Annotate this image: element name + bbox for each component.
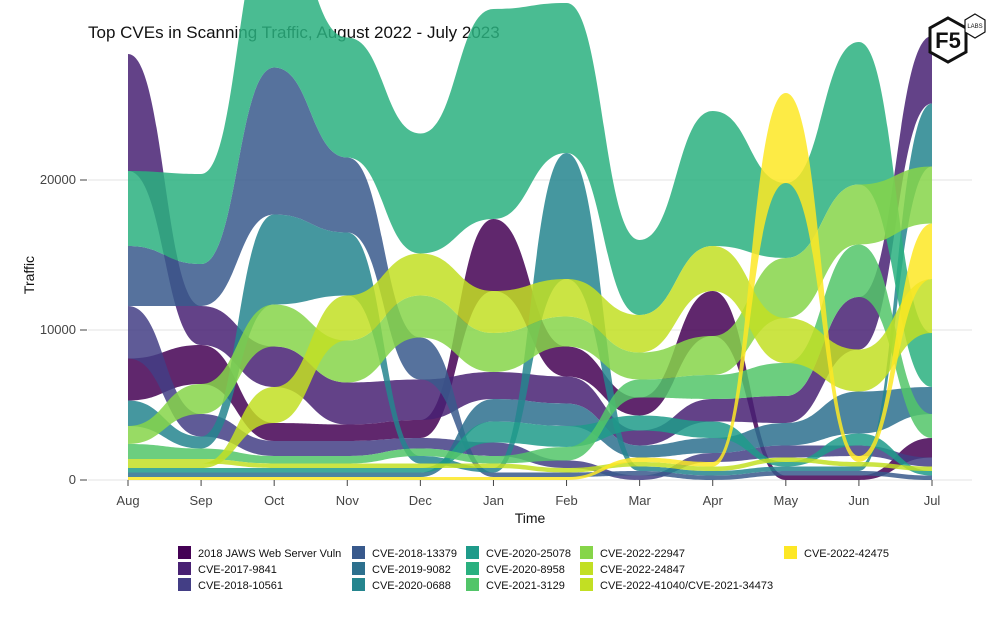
legend-label: CVE-2020-25078 <box>486 548 571 560</box>
x-tick-label: May <box>774 493 799 508</box>
x-tick-label: Sep <box>190 493 213 508</box>
x-tick-label: Jun <box>848 493 869 508</box>
y-axis-title: Traffic <box>21 256 37 294</box>
x-tick-label: Jul <box>924 493 941 508</box>
x-tick-label: Jan <box>483 493 504 508</box>
legend-swatch <box>178 578 191 591</box>
f5-labs-logo: F5 LABS <box>928 13 986 64</box>
bands <box>128 0 932 480</box>
legend-swatch <box>466 578 479 591</box>
band-cve-2022-24847 <box>128 246 932 468</box>
axes: 0 10000 20000 Aug Sep Oct Nov Dec Jan Feb Mar Apr Ma… <box>40 172 941 508</box>
y-tick-label: 0 <box>69 472 76 487</box>
band-cve-2022-22947 <box>128 166 932 444</box>
legend-label: CVE-2022-22947 <box>600 548 685 560</box>
legend-swatch <box>466 546 479 559</box>
x-tick-label: Aug <box>116 493 139 508</box>
x-tick-label: Nov <box>336 493 360 508</box>
legend-label: CVE-2022-41040/CVE-2021-34473 <box>600 580 773 592</box>
x-tick-label: Oct <box>264 493 285 508</box>
x-axis-title: Time <box>515 510 546 526</box>
legend-swatch <box>352 578 365 591</box>
legend-swatch <box>580 562 593 575</box>
legend-label: CVE-2017-9841 <box>198 564 277 576</box>
legend-swatch <box>352 546 365 559</box>
legend-swatch <box>466 562 479 575</box>
legend-label: CVE-2019-9082 <box>372 564 451 576</box>
legend-label: CVE-2020-8958 <box>486 564 565 576</box>
x-tick-label: Dec <box>409 493 433 508</box>
band-cve-2018-13379 <box>128 67 932 480</box>
x-tick-label: Feb <box>555 493 577 508</box>
y-tick-label: 10000 <box>40 322 76 337</box>
legend-label: CVE-2018-10561 <box>198 580 283 592</box>
x-tick-label: Apr <box>703 493 724 508</box>
legend-label: CVE-2022-42475 <box>804 548 889 560</box>
legend-label: CVE-2020-0688 <box>372 580 451 592</box>
band-cve-2019-9082 <box>128 387 932 477</box>
legend-swatch <box>580 546 593 559</box>
legend-swatch <box>352 562 365 575</box>
band-cve-2020-0688 <box>128 103 932 476</box>
y-tick-label: 20000 <box>40 172 76 187</box>
legend-label: CVE-2022-24847 <box>600 564 685 576</box>
logo-badge: LABS <box>967 24 982 30</box>
legend-swatch <box>178 562 191 575</box>
legend-swatch <box>178 546 191 559</box>
band-cve-2021-3129 <box>128 244 932 464</box>
x-tick-label: Mar <box>628 493 651 508</box>
band-cve-2020-8958 <box>128 0 932 387</box>
logo-brand: F5 <box>935 28 961 53</box>
legend-label: CVE-2018-13379 <box>372 548 457 560</box>
logo-badge-hexagon <box>964 13 986 39</box>
legend-label: 2018 JAWS Web Server Vuln <box>198 548 341 560</box>
legend-label: CVE-2021-3129 <box>486 580 565 592</box>
band-cve-2022-41040-cve-2021-34473 <box>128 457 932 473</box>
legend: 2018 JAWS Web Server Vuln CVE-2017-9841 CV… <box>178 546 889 592</box>
legend-swatch <box>580 578 593 591</box>
legend-swatch <box>784 546 797 559</box>
